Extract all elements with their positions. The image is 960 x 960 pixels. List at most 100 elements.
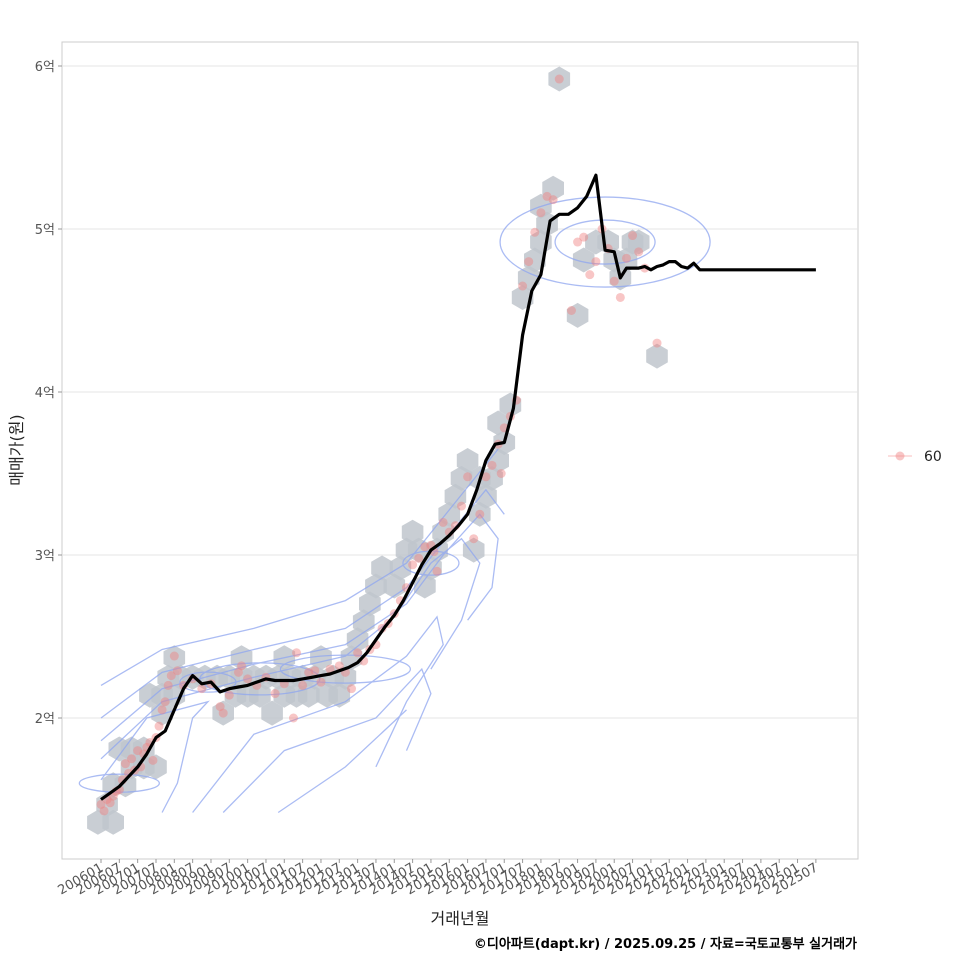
- data-point: [172, 666, 182, 676]
- hexbin: [572, 247, 595, 273]
- data-point: [438, 517, 448, 527]
- contour-line: [100, 513, 499, 742]
- data-point: [496, 469, 506, 478]
- contour-ellipse: [78, 773, 160, 793]
- data-point: [243, 674, 253, 684]
- data-point: [414, 553, 424, 563]
- y-tick-label: 2억: [35, 712, 55, 727]
- contour-line: [222, 667, 432, 813]
- contour-ellipse: [199, 662, 321, 696]
- data-point: [554, 74, 564, 84]
- data-point: [536, 208, 546, 218]
- hexbin: [212, 700, 234, 726]
- x-axis: 2006012006072007012007072008012008072009…: [56, 859, 821, 898]
- data-point: [163, 680, 173, 690]
- data-point: [566, 306, 576, 315]
- data-point: [316, 677, 326, 687]
- data-point: [233, 667, 243, 677]
- point-layer: [96, 74, 662, 816]
- contour-ellipse: [499, 196, 711, 288]
- hexbin-layer: [87, 66, 668, 835]
- y-tick-label: 4억: [35, 386, 55, 401]
- data-point: [237, 661, 247, 671]
- x-axis-title: 거래년월: [431, 909, 490, 928]
- contour-ellipse: [279, 654, 412, 684]
- y-tick-label: 6억: [35, 60, 55, 75]
- legend-label: 60: [924, 449, 942, 465]
- data-point: [215, 702, 225, 712]
- data-point: [652, 338, 662, 348]
- data-point: [105, 798, 115, 808]
- data-point: [325, 664, 335, 674]
- data-point: [573, 237, 583, 247]
- data-point: [218, 708, 228, 718]
- data-point: [518, 281, 528, 291]
- data-point: [621, 253, 631, 263]
- data-point: [127, 754, 137, 764]
- y-axis-title: 매매가(원): [7, 414, 26, 485]
- data-point: [530, 227, 540, 237]
- data-point: [469, 534, 479, 544]
- hexbin: [401, 519, 424, 545]
- hexbin: [261, 700, 283, 726]
- legend: 60: [888, 449, 942, 465]
- hexbin: [456, 448, 479, 473]
- gridlines: [62, 65, 858, 719]
- data-point: [169, 651, 179, 661]
- data-point: [288, 713, 298, 723]
- data-point: [481, 472, 491, 482]
- data-point: [542, 191, 552, 201]
- data-point: [548, 195, 558, 205]
- contour-ellipse: [179, 671, 237, 693]
- hexbin: [462, 537, 485, 563]
- plot-panel: [61, 41, 859, 860]
- caption: ©디아파트(dapt.kr) / 2025.09.25 / 자료=국토교통부 실…: [474, 936, 857, 952]
- data-point: [334, 661, 344, 671]
- data-point: [609, 276, 619, 286]
- data-point: [347, 684, 357, 694]
- data-point: [420, 542, 430, 552]
- data-point: [298, 680, 308, 690]
- data-point: [585, 270, 595, 280]
- hexbin: [487, 410, 509, 436]
- contour-line: [100, 448, 499, 686]
- data-point: [292, 648, 302, 658]
- contour-line: [100, 700, 210, 813]
- hexbin: [627, 229, 650, 255]
- contour-line: [277, 709, 407, 814]
- hexbin: [548, 66, 571, 92]
- data-point: [148, 755, 158, 765]
- data-point: [487, 460, 497, 470]
- data-point: [591, 257, 601, 267]
- data-point: [310, 666, 320, 676]
- data-point: [524, 257, 534, 267]
- data-point: [432, 566, 442, 576]
- data-point: [224, 690, 234, 700]
- data-point: [160, 697, 170, 707]
- data-point: [475, 509, 485, 519]
- hexbin: [297, 682, 320, 708]
- data-point: [270, 689, 280, 699]
- y-tick-label: 5억: [35, 223, 55, 238]
- data-point: [154, 721, 164, 731]
- data-point: [120, 759, 130, 769]
- contour-line: [192, 615, 444, 813]
- data-point: [353, 648, 363, 658]
- data-point: [96, 799, 106, 809]
- hexbin: [566, 302, 589, 328]
- data-point: [197, 684, 207, 694]
- data-point: [408, 560, 418, 570]
- hexbin: [542, 175, 564, 201]
- hexbin: [163, 645, 186, 671]
- contour-line: [100, 537, 481, 760]
- hexbin: [646, 343, 668, 369]
- data-point: [133, 746, 143, 756]
- moving-average-line: [100, 173, 816, 801]
- data-point: [634, 247, 644, 257]
- data-point: [579, 232, 589, 242]
- data-point: [463, 472, 473, 482]
- data-point: [615, 292, 625, 302]
- data-point: [99, 806, 109, 816]
- hexbin: [132, 736, 155, 762]
